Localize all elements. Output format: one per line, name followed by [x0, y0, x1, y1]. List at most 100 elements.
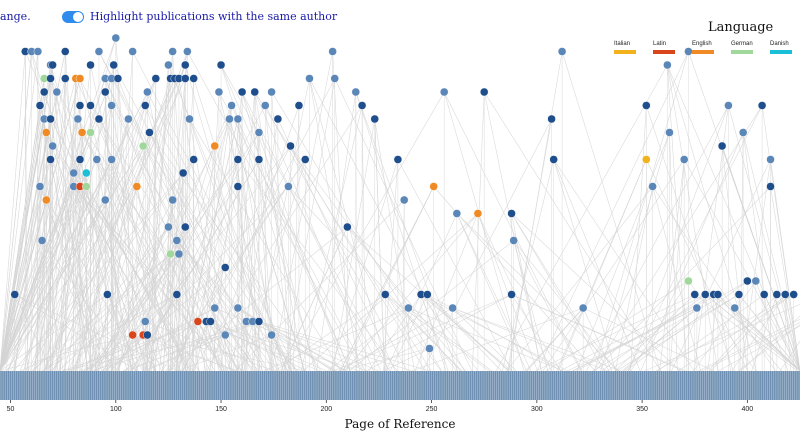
publication-point: [423, 290, 432, 299]
publication-point: [181, 74, 190, 83]
citation-link: [671, 159, 771, 372]
publication-point: [107, 101, 116, 110]
citation-link: [145, 321, 274, 372]
publication-point: [52, 87, 62, 97]
citation-link: [652, 186, 776, 372]
citation-link: [50, 159, 93, 372]
citation-link: [41, 240, 64, 372]
highlight-author-toggle[interactable]: [62, 11, 84, 23]
publication-point: [273, 114, 283, 124]
publication-point: [214, 87, 224, 97]
publication-point: [92, 155, 102, 164]
publication-point: [103, 290, 112, 299]
publication-point: [547, 114, 556, 124]
publication-point: [101, 87, 110, 97]
publication-point: [452, 209, 462, 218]
publication-point: [107, 155, 116, 164]
publication-point: [151, 74, 160, 83]
citation-link: [176, 240, 268, 372]
citation-link: [33, 159, 81, 372]
citation-link: [208, 105, 300, 372]
citation-link: [456, 213, 532, 372]
citation-link: [347, 226, 510, 372]
citation-link: [104, 78, 164, 372]
publication-point: [37, 236, 47, 245]
citation-link: [678, 294, 794, 372]
citation-link: [708, 294, 778, 372]
citation-link: [600, 132, 670, 372]
publication-point: [642, 155, 651, 164]
legend-title: Language: [708, 20, 774, 35]
citation-link: [104, 199, 130, 372]
citation-link: [210, 321, 255, 372]
citation-link: [161, 159, 306, 372]
citation-link: [254, 91, 304, 372]
citation-link: [98, 51, 269, 372]
publication-point: [351, 87, 360, 97]
citation-link: [102, 240, 178, 372]
publication-point: [168, 195, 177, 205]
publication-point: [440, 87, 449, 97]
publication-point: [46, 74, 55, 83]
citation-link: [293, 105, 300, 372]
publication-points: [10, 33, 798, 353]
citation-link: [197, 321, 223, 372]
citation-link: [585, 105, 729, 372]
publication-point: [772, 290, 782, 299]
publication-point: [692, 303, 702, 313]
publication-point: [766, 182, 775, 191]
publication-point: [166, 249, 175, 259]
citation-link: [408, 307, 492, 372]
citation-link: [254, 91, 432, 372]
legend-label-german: German: [731, 41, 753, 47]
citation-link: [0, 159, 51, 372]
citation-link: [513, 240, 582, 372]
citation-link: [741, 159, 771, 372]
publication-point: [233, 155, 243, 164]
publication-point: [233, 114, 243, 124]
citation-link: [88, 253, 180, 372]
citation-link: [344, 213, 479, 372]
citation-link: [420, 294, 512, 372]
citation-link: [535, 294, 695, 372]
citation-link: [73, 186, 229, 372]
citation-link: [713, 294, 800, 372]
citation-link: [271, 51, 333, 372]
citation-link: [0, 186, 41, 372]
citation-link: [14, 294, 53, 372]
citation-link: [770, 159, 800, 372]
citation-link: [153, 78, 157, 372]
publication-point: [789, 290, 798, 299]
citation-link: [68, 334, 144, 372]
publication-point: [743, 276, 752, 286]
publication-point: [216, 60, 226, 70]
publication-point: [684, 47, 693, 56]
publication-point: [400, 195, 409, 205]
publication-point: [404, 303, 413, 313]
publication-point: [717, 141, 727, 151]
publication-point: [509, 236, 518, 245]
citation-link: [0, 186, 74, 372]
citation-link: [300, 105, 363, 372]
legend-swatch-german: [731, 50, 753, 54]
publication-point: [143, 87, 152, 97]
citation-link: [206, 307, 239, 372]
citation-link: [165, 159, 306, 372]
publication-point: [183, 47, 192, 56]
publication-point: [301, 155, 310, 164]
citation-link: [355, 91, 458, 372]
citation-link: [309, 78, 465, 372]
citation-link: [159, 253, 171, 372]
publication-point: [557, 47, 567, 56]
citation-link: [640, 132, 744, 372]
citation-link: [606, 294, 740, 372]
citation-link: [206, 321, 307, 372]
publication-point: [132, 182, 142, 191]
citation-link: [79, 159, 128, 372]
publication-point: [254, 128, 264, 137]
citation-link: [243, 159, 306, 372]
publication-point: [145, 128, 154, 137]
citation-link: [226, 321, 247, 372]
citation-link: [511, 294, 686, 372]
citation-link: [583, 307, 714, 372]
